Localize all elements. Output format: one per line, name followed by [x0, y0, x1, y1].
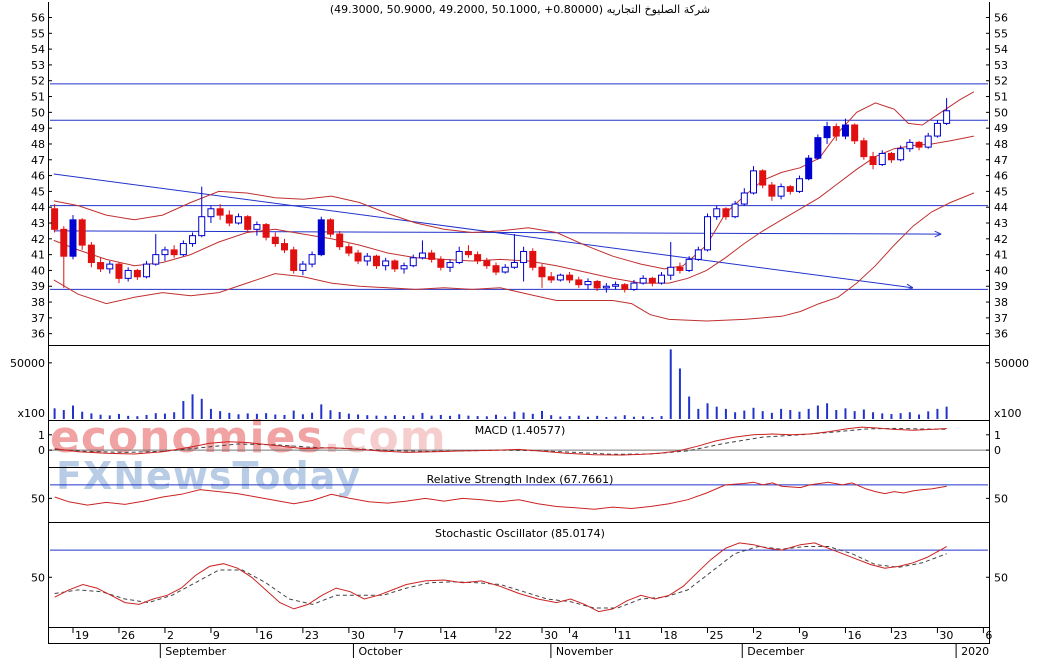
- svg-text:19: 19: [75, 629, 89, 642]
- svg-text:36: 36: [31, 328, 45, 341]
- svg-text:30: 30: [939, 629, 953, 642]
- svg-text:38: 38: [31, 296, 45, 309]
- svg-text:November: November: [556, 645, 614, 658]
- svg-text:50: 50: [994, 571, 1008, 584]
- svg-text:41: 41: [994, 249, 1008, 262]
- svg-text:53: 53: [994, 59, 1008, 72]
- candlesticks: [51, 98, 951, 293]
- svg-text:46: 46: [31, 170, 45, 183]
- svg-text:45: 45: [31, 185, 45, 198]
- svg-text:50000: 50000: [994, 357, 1029, 370]
- svg-text:October: October: [358, 645, 402, 658]
- watermark-fxnewstoday: FXNewsToday: [56, 454, 361, 498]
- svg-text:50: 50: [994, 492, 1008, 505]
- svg-text:16: 16: [259, 629, 273, 642]
- svg-text:x100: x100: [994, 407, 1022, 420]
- svg-text:22: 22: [498, 629, 512, 642]
- svg-text:41: 41: [31, 249, 45, 262]
- svg-text:23: 23: [305, 629, 319, 642]
- svg-text:44: 44: [31, 201, 45, 214]
- svg-text:53: 53: [31, 59, 45, 72]
- svg-text:47: 47: [31, 154, 45, 167]
- svg-text:1: 1: [38, 429, 45, 442]
- svg-text:1: 1: [994, 429, 1001, 442]
- svg-text:44: 44: [994, 201, 1008, 214]
- volume-bars: [53, 349, 948, 419]
- svg-text:51: 51: [31, 91, 45, 104]
- svg-text:50000: 50000: [10, 357, 45, 370]
- svg-text:7: 7: [397, 629, 404, 642]
- svg-text:40: 40: [31, 264, 45, 277]
- svg-text:25: 25: [710, 629, 724, 642]
- svg-text:2020: 2020: [961, 645, 989, 658]
- svg-text:30: 30: [544, 629, 558, 642]
- svg-text:14: 14: [443, 629, 457, 642]
- svg-text:55: 55: [31, 27, 45, 40]
- svg-text:47: 47: [994, 154, 1008, 167]
- svg-text:x100: x100: [17, 407, 45, 420]
- svg-text:39: 39: [994, 280, 1008, 293]
- svg-text:0: 0: [38, 444, 45, 457]
- svg-text:56: 56: [31, 11, 45, 24]
- svg-text:18: 18: [664, 629, 678, 642]
- svg-text:42: 42: [31, 233, 45, 246]
- svg-text:49: 49: [31, 122, 45, 135]
- svg-text:54: 54: [994, 43, 1008, 56]
- svg-text:6: 6: [985, 629, 992, 642]
- svg-text:39: 39: [31, 280, 45, 293]
- svg-text:54: 54: [31, 43, 45, 56]
- svg-text:38: 38: [994, 296, 1008, 309]
- svg-text:2: 2: [756, 629, 763, 642]
- svg-text:49: 49: [994, 122, 1008, 135]
- svg-text:4: 4: [572, 629, 579, 642]
- macd-lines: [50, 426, 988, 456]
- svg-text:9: 9: [213, 629, 220, 642]
- svg-text:11: 11: [618, 629, 632, 642]
- stochastic-lines: [50, 542, 988, 613]
- svg-text:23: 23: [893, 629, 907, 642]
- svg-text:52: 52: [994, 75, 1008, 88]
- svg-text:2: 2: [167, 629, 174, 642]
- svg-text:26: 26: [121, 629, 135, 642]
- svg-text:52: 52: [31, 75, 45, 88]
- macd-panel-title: MACD (1.40577): [474, 424, 566, 437]
- svg-text:43: 43: [994, 217, 1008, 230]
- rsi-lines: [50, 481, 988, 510]
- svg-text:48: 48: [994, 138, 1008, 151]
- svg-text:50: 50: [994, 106, 1008, 119]
- svg-text:36: 36: [994, 328, 1008, 341]
- axis-frame: [48, 2, 990, 644]
- svg-text:51: 51: [994, 91, 1008, 104]
- svg-text:46: 46: [994, 170, 1008, 183]
- svg-text:55: 55: [994, 27, 1008, 40]
- svg-text:42: 42: [994, 233, 1008, 246]
- rsi-panel-title: Relative Strength Index (67.7661): [426, 473, 614, 486]
- svg-text:48: 48: [31, 138, 45, 151]
- svg-text:16: 16: [847, 629, 861, 642]
- axis-labels: 56 56 55 55 54 54 53 53 52 52 51 51 50 50 49 49 48 48 47 47…: [10, 11, 1029, 584]
- svg-text:37: 37: [31, 312, 45, 325]
- svg-text:45: 45: [994, 185, 1008, 198]
- svg-text:50: 50: [31, 571, 45, 584]
- chart-title: (49.3000, 50.9000, 49.2000, 50.1000, +0.…: [329, 3, 711, 16]
- svg-text:56: 56: [994, 11, 1008, 24]
- bollinger-bands: [53, 91, 975, 322]
- stochastic-panel-title: Stochastic Oscillator (85.0174): [435, 527, 605, 540]
- svg-text:September: September: [165, 645, 226, 658]
- svg-text:37: 37: [994, 312, 1008, 325]
- svg-text:50: 50: [31, 492, 45, 505]
- svg-text:50: 50: [31, 106, 45, 119]
- svg-text:9: 9: [801, 629, 808, 642]
- svg-text:40: 40: [994, 264, 1008, 277]
- svg-text:43: 43: [31, 217, 45, 230]
- svg-text:30: 30: [351, 629, 365, 642]
- svg-text:0: 0: [994, 444, 1001, 457]
- svg-text:December: December: [747, 645, 805, 658]
- date-axis: 19 26 2 9 16 23 30 7 14 22 30 4 11 18 25 2 9 16 23 30 6 Septe…: [72, 628, 992, 658]
- support-resistance-lines: [50, 83, 988, 290]
